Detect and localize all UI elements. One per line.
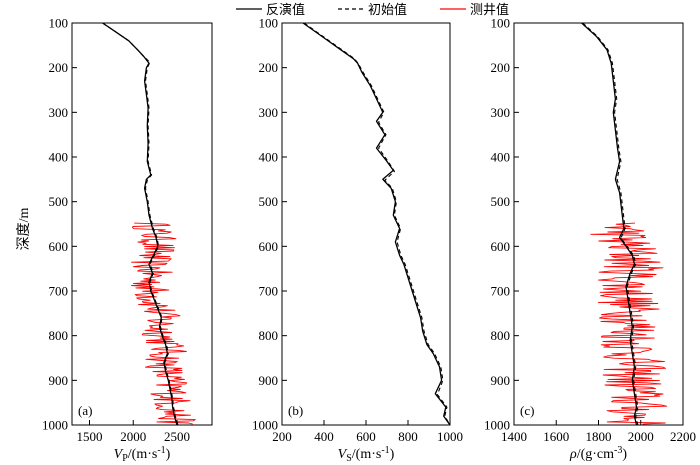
series-group [302,23,450,425]
y-tick-label: 700 [491,284,511,299]
x-axis-unit: /(g·cm [577,447,614,462]
legend-item: 反演值 [236,2,305,18]
x-tick-label: 400 [314,429,334,444]
y-tick-label: 400 [49,150,69,165]
x-tick-label: 200 [272,429,292,444]
y-tick-label: 1000 [252,418,278,433]
y-tick-label: 1000 [42,418,68,433]
x-tick-label: 1600 [543,429,569,444]
legend-item: 测井值 [440,2,509,18]
y-tick-label: 500 [49,194,69,209]
y-tick-label: 200 [259,60,279,75]
series-group [102,23,196,425]
y-tick-label: 600 [49,239,69,254]
x-tick-label: 1400 [501,429,527,444]
y-tick-label: 900 [491,373,511,388]
y-tick-label: 200 [49,60,69,75]
x-axis-exponent: -3 [614,445,622,456]
x-axis-close: ) [622,447,627,462]
legend-item: 初始值 [338,2,407,18]
y-tick-label: 800 [259,328,279,343]
inverted-line [302,23,450,425]
panels: 100 200 300 400 500 600 700 800 900 1000 1500 2000 2… [16,16,696,465]
logged-line [130,222,196,425]
legend-label: 反演值 [266,2,305,18]
x-tick-label: 1800 [586,429,612,444]
x-axis-title: VP/(m·s-1) [114,445,171,464]
x-axis-unit: /(m·s [128,447,158,462]
panel-tag: (a) [78,403,92,418]
axes-frame [513,22,684,426]
y-tick-label: 400 [491,150,511,165]
y-tick-label: 600 [491,239,511,254]
y-tick-label: 500 [259,194,279,209]
x-axis-exponent: -1 [381,445,389,456]
y-tick-label: 600 [259,239,279,254]
y-tick-label: 900 [259,373,279,388]
x-tick-label: 2200 [670,429,696,444]
panel-tag: (c) [520,403,534,418]
initial-line [303,23,450,425]
x-axis-unit: /(m·s [352,447,382,462]
initial-line [582,23,639,425]
panel-tag: (b) [288,403,303,418]
y-tick-label: 100 [491,16,511,31]
x-axis-symbol: ρ [569,447,577,462]
x-axis-title: VS/(m·s-1) [338,445,395,464]
x-tick-label: 2000 [628,429,654,444]
y-tick-label: 500 [491,194,511,209]
axes-frame [71,22,213,426]
y-tick-label: 200 [491,60,511,75]
y-tick-label: 900 [49,373,69,388]
x-axis-close: ) [390,447,395,462]
logged-line [590,222,668,425]
x-tick-label: 600 [356,429,376,444]
legend: 反演值 初始值 测井值 [236,2,509,18]
x-tick-label: 2500 [164,429,190,444]
y-tick-label: 100 [49,16,69,31]
x-axis-symbol: V [338,447,348,462]
y-tick-label: 100 [259,16,279,31]
x-axis-symbol: V [114,447,124,462]
x-axis-close: ) [166,447,171,462]
x-axis-subscript: P [122,453,128,464]
x-tick-label: 1500 [77,429,103,444]
series-group [581,23,668,425]
y-tick-label: 400 [259,150,279,165]
inverted-line [581,23,638,425]
inverted-line [102,23,178,425]
y-tick-label: 700 [49,284,69,299]
x-tick-label: 2000 [120,429,146,444]
y-tick-label: 300 [491,105,511,120]
y-axis-title: 深度/m [16,208,32,251]
y-tick-label: 800 [491,328,511,343]
x-axis-subscript: S [346,453,352,464]
y-tick-label: 300 [49,105,69,120]
panel-1: 100 200 300 400 500 600 700 800 900 1000 1500 2000 2… [16,16,213,464]
y-tick-label: 300 [259,105,279,120]
y-tick-label: 800 [49,328,69,343]
x-tick-label: 800 [398,429,418,444]
x-axis-exponent: -1 [157,445,165,456]
y-tick-label: 700 [259,284,279,299]
x-tick-label: 1000 [437,429,463,444]
x-axis-title: ρ/(g·cm-3) [569,445,627,462]
y-tick-label: 1000 [484,418,510,433]
axes-frame [281,22,451,426]
legend-label: 初始值 [368,2,407,18]
legend-label: 测井值 [470,2,509,18]
